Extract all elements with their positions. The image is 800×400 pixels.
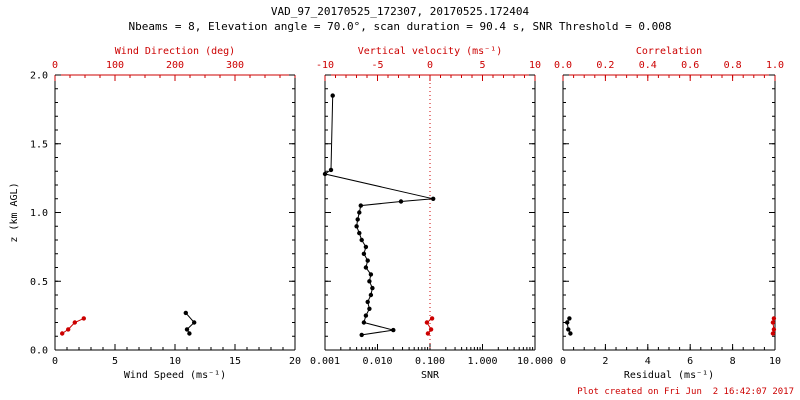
svg-text:0.2: 0.2 (596, 60, 614, 71)
series-vertical_velocity (424, 316, 435, 336)
svg-text:0.6: 0.6 (681, 60, 699, 71)
wind-speed-direction-panel: 0 5 10 15 20 Wind Speed (ms⁻¹) 0 100 200 300 Wind … (9, 46, 301, 381)
svg-text:200: 200 (166, 60, 184, 71)
series-correlation (770, 316, 777, 336)
svg-text:0: 0 (427, 60, 433, 71)
svg-text:Wind Direction (deg): Wind Direction (deg) (115, 46, 235, 57)
svg-text:1.0: 1.0 (30, 208, 48, 219)
chart-subtitle: Nbeams = 8, Elevation angle = 70.0°, sca… (128, 20, 672, 33)
svg-text:0.8: 0.8 (724, 60, 742, 71)
svg-text:100: 100 (106, 60, 124, 71)
svg-text:SNR: SNR (421, 370, 440, 381)
svg-text:10: 10 (169, 356, 181, 367)
svg-text:0.5: 0.5 (30, 277, 48, 288)
svg-text:0.001: 0.001 (310, 356, 340, 367)
svg-text:Correlation: Correlation (636, 46, 702, 57)
snr-vertical-velocity-panel: 0.001 0.010 0.100 1.000 10.000 SNR -10 -5 0 5 10 Ve… (310, 46, 553, 381)
svg-text:-10: -10 (316, 60, 334, 71)
svg-text:0.100: 0.100 (415, 356, 445, 367)
svg-text:Residual (ms⁻¹): Residual (ms⁻¹) (624, 370, 714, 381)
series-wind_speed (183, 310, 197, 336)
svg-text:0.0: 0.0 (554, 60, 572, 71)
svg-text:0: 0 (560, 356, 566, 367)
svg-text:Wind Speed (ms⁻¹): Wind Speed (ms⁻¹) (124, 370, 226, 381)
series-wind_direction (60, 316, 87, 336)
chart-title: VAD_97_20170525_172307, 20170525.172404 (270, 5, 530, 18)
svg-text:0: 0 (52, 60, 58, 71)
svg-text:300: 300 (226, 60, 244, 71)
svg-text:1.5: 1.5 (30, 139, 48, 150)
plot-timestamp: Plot created on Fri Jun 2 16:42:07 2017 (577, 387, 794, 397)
series-snr_profile (322, 93, 436, 338)
svg-text:5: 5 (112, 356, 118, 367)
svg-text:Vertical velocity (ms⁻¹): Vertical velocity (ms⁻¹) (358, 46, 503, 57)
svg-text:10: 10 (529, 60, 541, 71)
svg-text:0: 0 (52, 356, 58, 367)
svg-text:2: 2 (602, 356, 608, 367)
series-residual (565, 316, 573, 336)
svg-text:15: 15 (229, 356, 241, 367)
svg-text:0.010: 0.010 (362, 356, 392, 367)
residual-correlation-panel: 0 2 4 6 8 10 Residual (ms⁻¹) 0.0 0.2 0.4 0.6 0.8 1.0… (554, 46, 784, 381)
svg-text:-5: -5 (371, 60, 383, 71)
svg-text:1.000: 1.000 (467, 356, 497, 367)
svg-text:4: 4 (645, 356, 651, 367)
svg-text:5: 5 (479, 60, 485, 71)
svg-text:0.0: 0.0 (30, 346, 48, 357)
svg-text:20: 20 (289, 356, 301, 367)
svg-text:10.000: 10.000 (517, 356, 553, 367)
svg-text:2.0: 2.0 (30, 71, 48, 82)
svg-text:6: 6 (687, 356, 693, 367)
svg-text:8: 8 (730, 356, 736, 367)
svg-text:10: 10 (769, 356, 781, 367)
svg-text:1.0: 1.0 (766, 60, 784, 71)
svg-text:z (km AGL): z (km AGL) (9, 182, 20, 242)
svg-text:0.4: 0.4 (639, 60, 657, 71)
